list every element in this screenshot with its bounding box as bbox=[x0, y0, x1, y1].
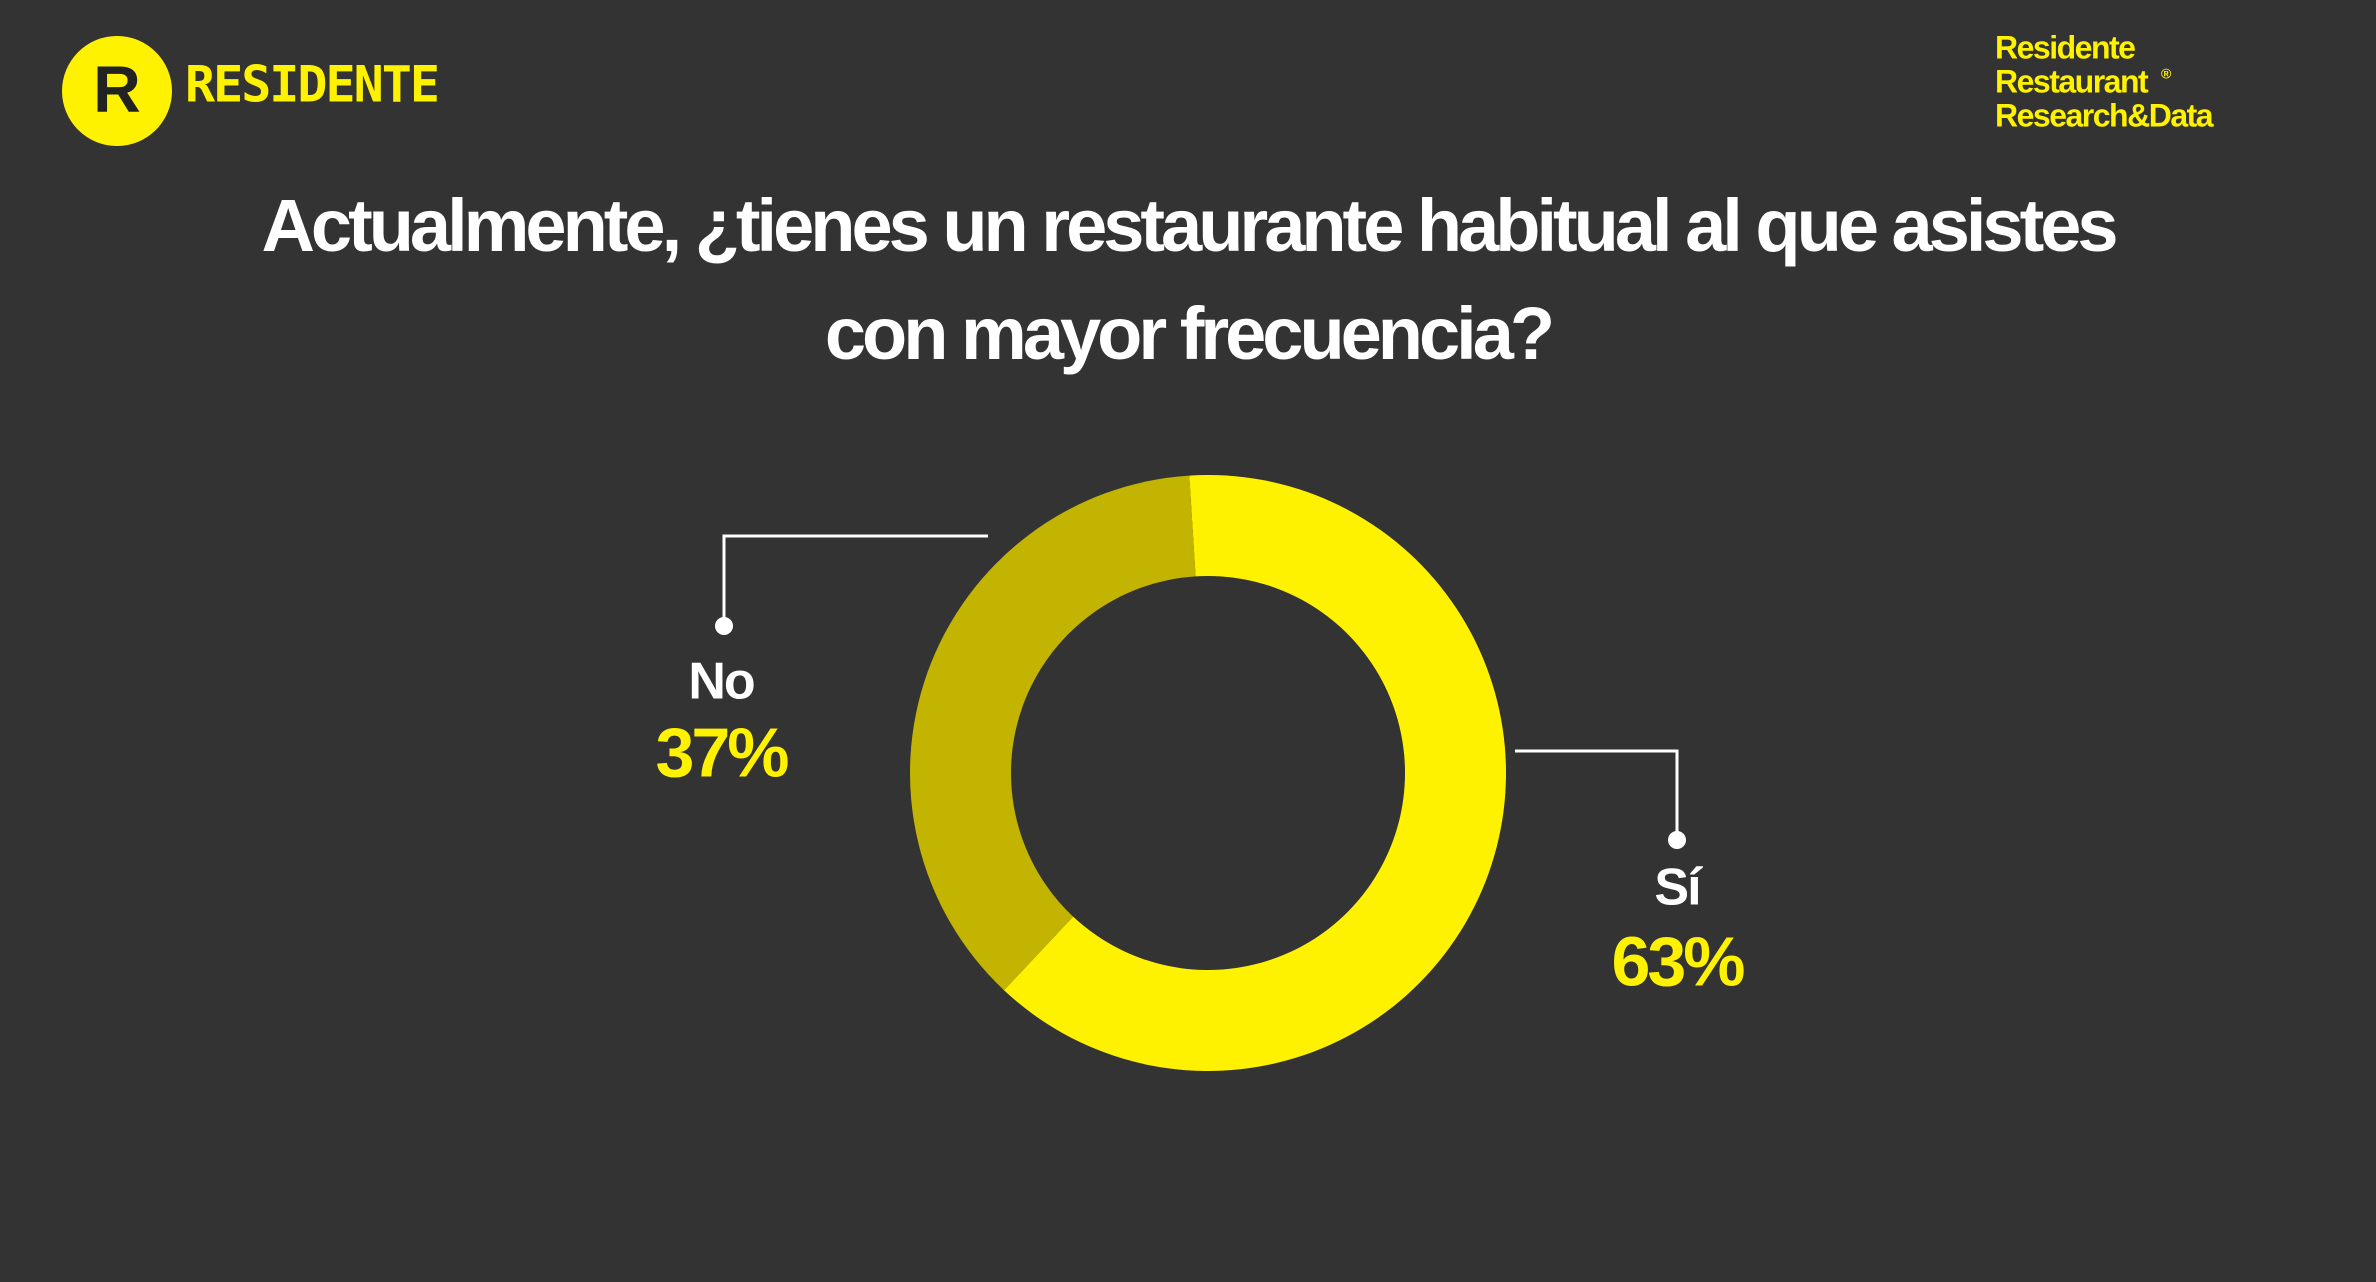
logo-badge bbox=[62, 36, 172, 146]
slice-value-label: 63% bbox=[1611, 922, 1744, 1000]
donut-slice bbox=[1004, 475, 1506, 1071]
brand-line: Restaurant bbox=[1995, 63, 2149, 99]
slice-category: No bbox=[688, 653, 754, 711]
slice-category: Sí bbox=[1654, 859, 1703, 917]
donut-slice bbox=[910, 475, 1196, 991]
slice-value-label: 37% bbox=[655, 713, 788, 791]
leader-dot bbox=[1668, 831, 1686, 849]
brand-mark: ® bbox=[2161, 66, 2172, 82]
logo-letter: R bbox=[93, 51, 141, 125]
leader-line bbox=[1515, 749, 1679, 838]
leader-dot bbox=[715, 617, 733, 635]
leader-line bbox=[722, 534, 988, 624]
brand-line: Research&Data bbox=[1995, 97, 2214, 133]
logo-text: RESIDENTE bbox=[185, 56, 438, 114]
brand-line: Residente bbox=[1995, 29, 2135, 65]
chart-title: Actualmente, ¿tienes un restaurante habi… bbox=[261, 184, 2118, 375]
